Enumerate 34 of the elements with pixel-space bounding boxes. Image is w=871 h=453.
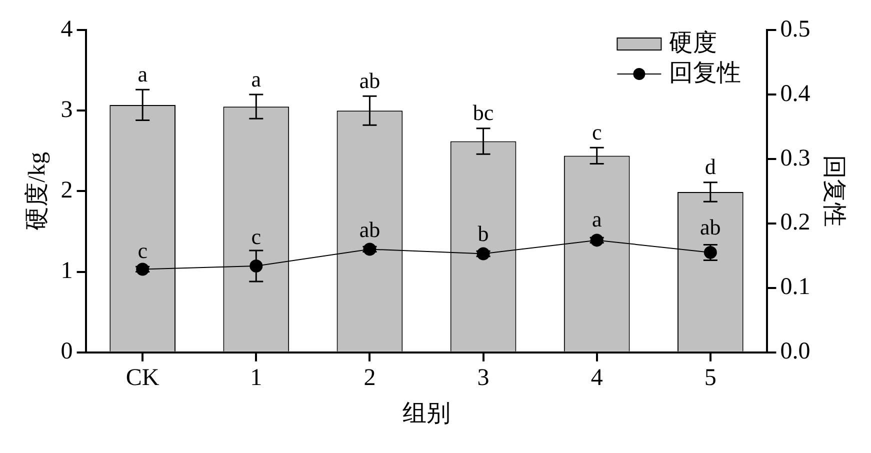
annotation: ab	[359, 216, 380, 242]
y2-tick-label: 0.0	[780, 338, 810, 365]
annotation: c	[138, 238, 148, 263]
y2-axis-title: 回复性	[820, 155, 846, 228]
annotation: a	[251, 66, 262, 92]
annotation: ab	[700, 214, 721, 240]
y-tick-label: 0	[60, 338, 73, 365]
y2-tick-label: 0.4	[780, 80, 810, 107]
annotation: b	[478, 221, 489, 246]
legend-label: 硬度	[669, 29, 718, 56]
y2-tick-label: 0.5	[780, 16, 810, 42]
legend-label: 回复性	[669, 60, 742, 86]
y2-tick-label: 0.2	[780, 210, 810, 236]
x-tick-label: 4	[590, 365, 603, 392]
y2-tick-label: 0.3	[780, 145, 810, 172]
y-tick-label: 3	[60, 96, 73, 123]
y-tick-label: 4	[60, 16, 73, 42]
y-tick-label: 2	[60, 177, 73, 204]
annotation: a	[138, 61, 148, 86]
y-tick-label: 1	[60, 258, 73, 284]
x-axis-title: 组别	[402, 400, 450, 427]
annotation: d	[704, 154, 716, 180]
x-tick-label: 3	[477, 365, 490, 392]
x-tick-label: 1	[250, 365, 262, 392]
annotation: c	[251, 224, 262, 250]
annotation: c	[592, 119, 602, 144]
annotation: bc	[472, 100, 494, 126]
y2-tick-label: 0.1	[780, 274, 810, 300]
y-axis-title: 硬度/kg	[24, 152, 51, 231]
x-tick-label: 2	[364, 365, 376, 392]
x-tick-label: 5	[704, 365, 716, 392]
annotation: ab	[359, 68, 380, 93]
x-tick-label: CK	[126, 365, 160, 392]
annotation: a	[592, 206, 602, 232]
